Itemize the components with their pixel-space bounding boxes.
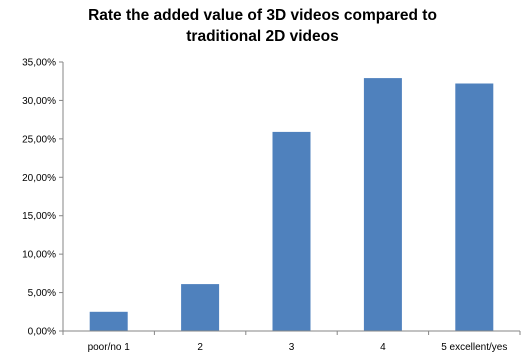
y-tick-label-7: 35,00% [22, 58, 56, 69]
x-tick-label-5: 5 excellent/yes [441, 342, 507, 353]
y-tick-label-0: 0,00% [28, 327, 56, 338]
bar-1 [89, 311, 128, 331]
y-tick-label-1: 5,00% [28, 288, 56, 299]
x-tick-label-1: poor/no 1 [88, 342, 131, 353]
x-tick-label-2: 2 [197, 342, 203, 353]
bar-2 [181, 284, 220, 331]
y-tick-label-6: 30,00% [22, 96, 56, 107]
bar-4 [363, 78, 402, 331]
chart-title-line-1: Rate the added value of 3D videos compar… [88, 7, 437, 24]
x-tick-label-3: 3 [289, 342, 295, 353]
y-tick-label-2: 10,00% [22, 250, 56, 261]
x-tick-label-4: 4 [380, 342, 386, 353]
chart-title-line-2: traditional 2D videos [186, 28, 339, 45]
y-tick-label-3: 15,00% [22, 211, 56, 222]
y-tick-label-5: 25,00% [22, 134, 56, 145]
bar-3 [272, 131, 311, 331]
y-tick-label-4: 20,00% [22, 173, 56, 184]
bar-5 [455, 83, 494, 331]
